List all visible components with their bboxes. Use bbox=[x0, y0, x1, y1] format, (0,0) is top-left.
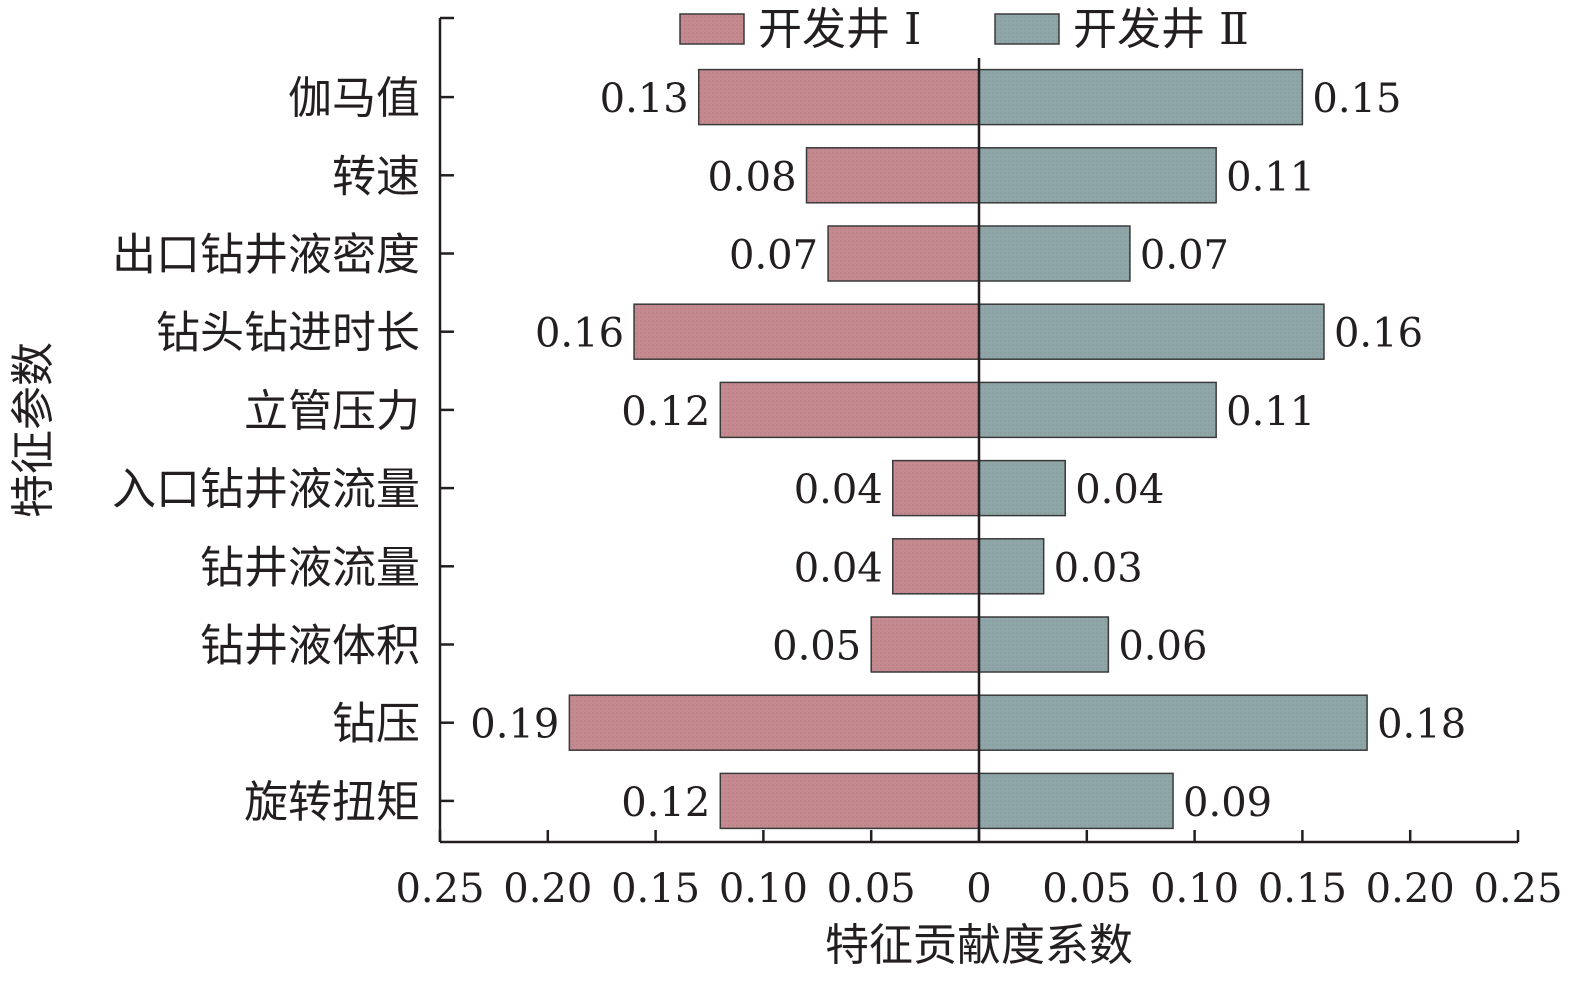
category-label: 旋转扭矩 bbox=[244, 777, 420, 828]
x-tick-label: 0.20 bbox=[503, 866, 592, 912]
data-label-series-1: 0.04 bbox=[794, 467, 883, 513]
bar-texture bbox=[979, 147, 1217, 203]
x-tick-label: 0.20 bbox=[1366, 866, 1455, 912]
bar-texture bbox=[979, 460, 1066, 516]
data-label-series-2: 0.07 bbox=[1140, 233, 1229, 279]
category-label: 钻井液流量 bbox=[200, 542, 420, 593]
bar-texture bbox=[892, 538, 979, 594]
category-label: 入口钻井液流量 bbox=[112, 464, 420, 515]
bar-texture bbox=[979, 773, 1174, 829]
data-label-series-1: 0.05 bbox=[772, 624, 861, 670]
x-tick-label: 0.25 bbox=[395, 866, 484, 912]
bar-texture bbox=[806, 147, 979, 203]
data-label-series-1: 0.07 bbox=[729, 233, 818, 279]
data-label-series-1: 0.13 bbox=[600, 76, 689, 122]
data-label-series-2: 0.15 bbox=[1312, 76, 1401, 122]
data-label-series-2: 0.16 bbox=[1334, 311, 1423, 357]
legend-swatch-texture bbox=[680, 14, 744, 44]
data-label-series-1: 0.08 bbox=[707, 154, 796, 200]
bar-texture bbox=[720, 382, 979, 438]
x-tick-label: 0.10 bbox=[719, 866, 808, 912]
data-label-series-2: 0.18 bbox=[1377, 702, 1466, 748]
bar-texture bbox=[979, 617, 1109, 672]
x-tick-label: 0 bbox=[966, 866, 991, 912]
y-axis-title: 特征参数 bbox=[8, 342, 59, 518]
category-label: 出口钻井液密度 bbox=[112, 230, 420, 281]
data-label-series-2: 0.09 bbox=[1183, 780, 1272, 826]
bar-texture bbox=[979, 69, 1303, 125]
legend-label-2: 开发井 Ⅱ bbox=[1073, 4, 1249, 55]
x-tick-label: 0.10 bbox=[1150, 866, 1239, 912]
x-tick-label: 0.15 bbox=[611, 866, 700, 912]
bar-texture bbox=[892, 460, 979, 516]
x-tick-label: 0.05 bbox=[827, 866, 916, 912]
bar-texture bbox=[698, 69, 979, 125]
bar-texture bbox=[871, 617, 979, 672]
category-label: 伽马值 bbox=[288, 73, 420, 124]
data-label-series-2: 0.03 bbox=[1054, 545, 1143, 591]
bar-texture bbox=[979, 695, 1368, 751]
data-label-series-1: 0.16 bbox=[535, 311, 624, 357]
data-label-series-2: 0.04 bbox=[1075, 467, 1164, 513]
bar-texture bbox=[828, 226, 979, 281]
bar-texture bbox=[979, 382, 1217, 438]
category-label: 钻压 bbox=[332, 699, 420, 750]
category-label: 钻井液体积 bbox=[200, 621, 420, 672]
data-label-series-1: 0.19 bbox=[470, 702, 559, 748]
bar-texture bbox=[979, 226, 1130, 281]
bar-texture bbox=[720, 773, 979, 829]
data-label-series-1: 0.12 bbox=[621, 780, 710, 826]
data-label-series-1: 0.12 bbox=[621, 389, 710, 435]
bar-texture bbox=[979, 304, 1324, 360]
category-label: 立管压力 bbox=[244, 386, 420, 437]
data-label-series-1: 0.04 bbox=[794, 545, 883, 591]
plot-area: 0.25 0.20 0.15 0.10 0.05 0 0.05 0.10 0.15 0.20 0.2… bbox=[8, 4, 1563, 971]
x-tick-label: 0.05 bbox=[1042, 866, 1131, 912]
bar-texture bbox=[634, 304, 979, 360]
category-label: 转速 bbox=[332, 151, 420, 202]
category-label: 钻头钻进时长 bbox=[156, 308, 420, 359]
data-label-series-2: 0.11 bbox=[1226, 389, 1315, 435]
legend-label-1: 开发井 Ⅰ bbox=[758, 4, 921, 55]
data-label-series-2: 0.11 bbox=[1226, 154, 1315, 200]
x-axis-title: 特征贡献度系数 bbox=[825, 920, 1133, 971]
x-tick-label: 0.25 bbox=[1473, 866, 1562, 912]
bar-texture bbox=[569, 695, 979, 751]
x-tick-label: 0.15 bbox=[1258, 866, 1347, 912]
bar-texture bbox=[979, 538, 1044, 594]
legend-swatch-texture bbox=[995, 14, 1059, 44]
data-label-series-2: 0.06 bbox=[1118, 624, 1207, 670]
